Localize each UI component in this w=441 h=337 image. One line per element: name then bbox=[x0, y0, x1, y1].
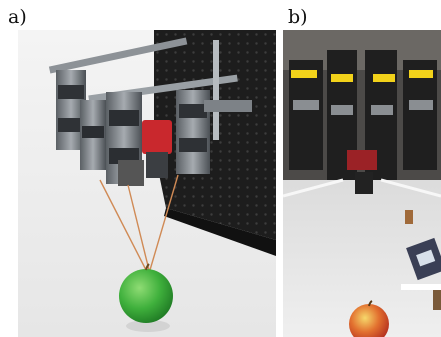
actuator-left bbox=[56, 70, 106, 170]
red-hub bbox=[142, 120, 172, 154]
panel-b-label: b) bbox=[288, 6, 308, 28]
cables bbox=[99, 174, 179, 271]
green-apple bbox=[119, 269, 173, 323]
panel-a-render-image bbox=[18, 30, 276, 337]
actuator-center bbox=[106, 92, 144, 186]
panel-a-label: a) bbox=[8, 6, 27, 28]
panel-b-photo-image bbox=[283, 30, 441, 337]
yellow-labels bbox=[291, 70, 433, 82]
actuator-right bbox=[176, 90, 252, 174]
red-apple bbox=[349, 304, 389, 337]
